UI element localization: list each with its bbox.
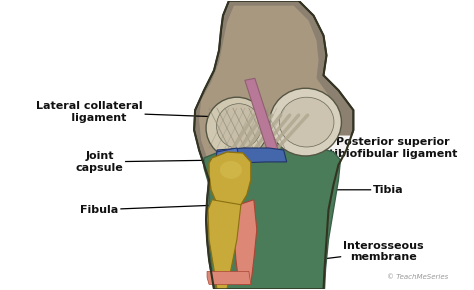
Polygon shape (194, 1, 354, 289)
Text: Posterior superior
tibiofibular ligament: Posterior superior tibiofibular ligament (289, 137, 457, 159)
Ellipse shape (206, 97, 268, 159)
Ellipse shape (220, 161, 242, 179)
Polygon shape (208, 200, 241, 289)
Polygon shape (207, 271, 251, 284)
Polygon shape (199, 6, 340, 284)
Polygon shape (204, 146, 340, 289)
Text: © TeachMeSeries: © TeachMeSeries (387, 274, 449, 280)
Text: Interosseous
membrane: Interosseous membrane (254, 241, 424, 267)
Polygon shape (217, 148, 287, 165)
Text: Fibula: Fibula (81, 205, 227, 215)
Ellipse shape (217, 104, 261, 148)
Ellipse shape (270, 88, 341, 156)
Text: Joint
capsule: Joint capsule (76, 151, 231, 173)
Polygon shape (234, 200, 257, 284)
Text: Lateral collateral
     ligament: Lateral collateral ligament (36, 101, 254, 123)
Polygon shape (214, 148, 241, 170)
Ellipse shape (279, 97, 334, 147)
Text: Tibia: Tibia (299, 185, 403, 195)
Polygon shape (245, 78, 279, 155)
Polygon shape (209, 152, 251, 210)
